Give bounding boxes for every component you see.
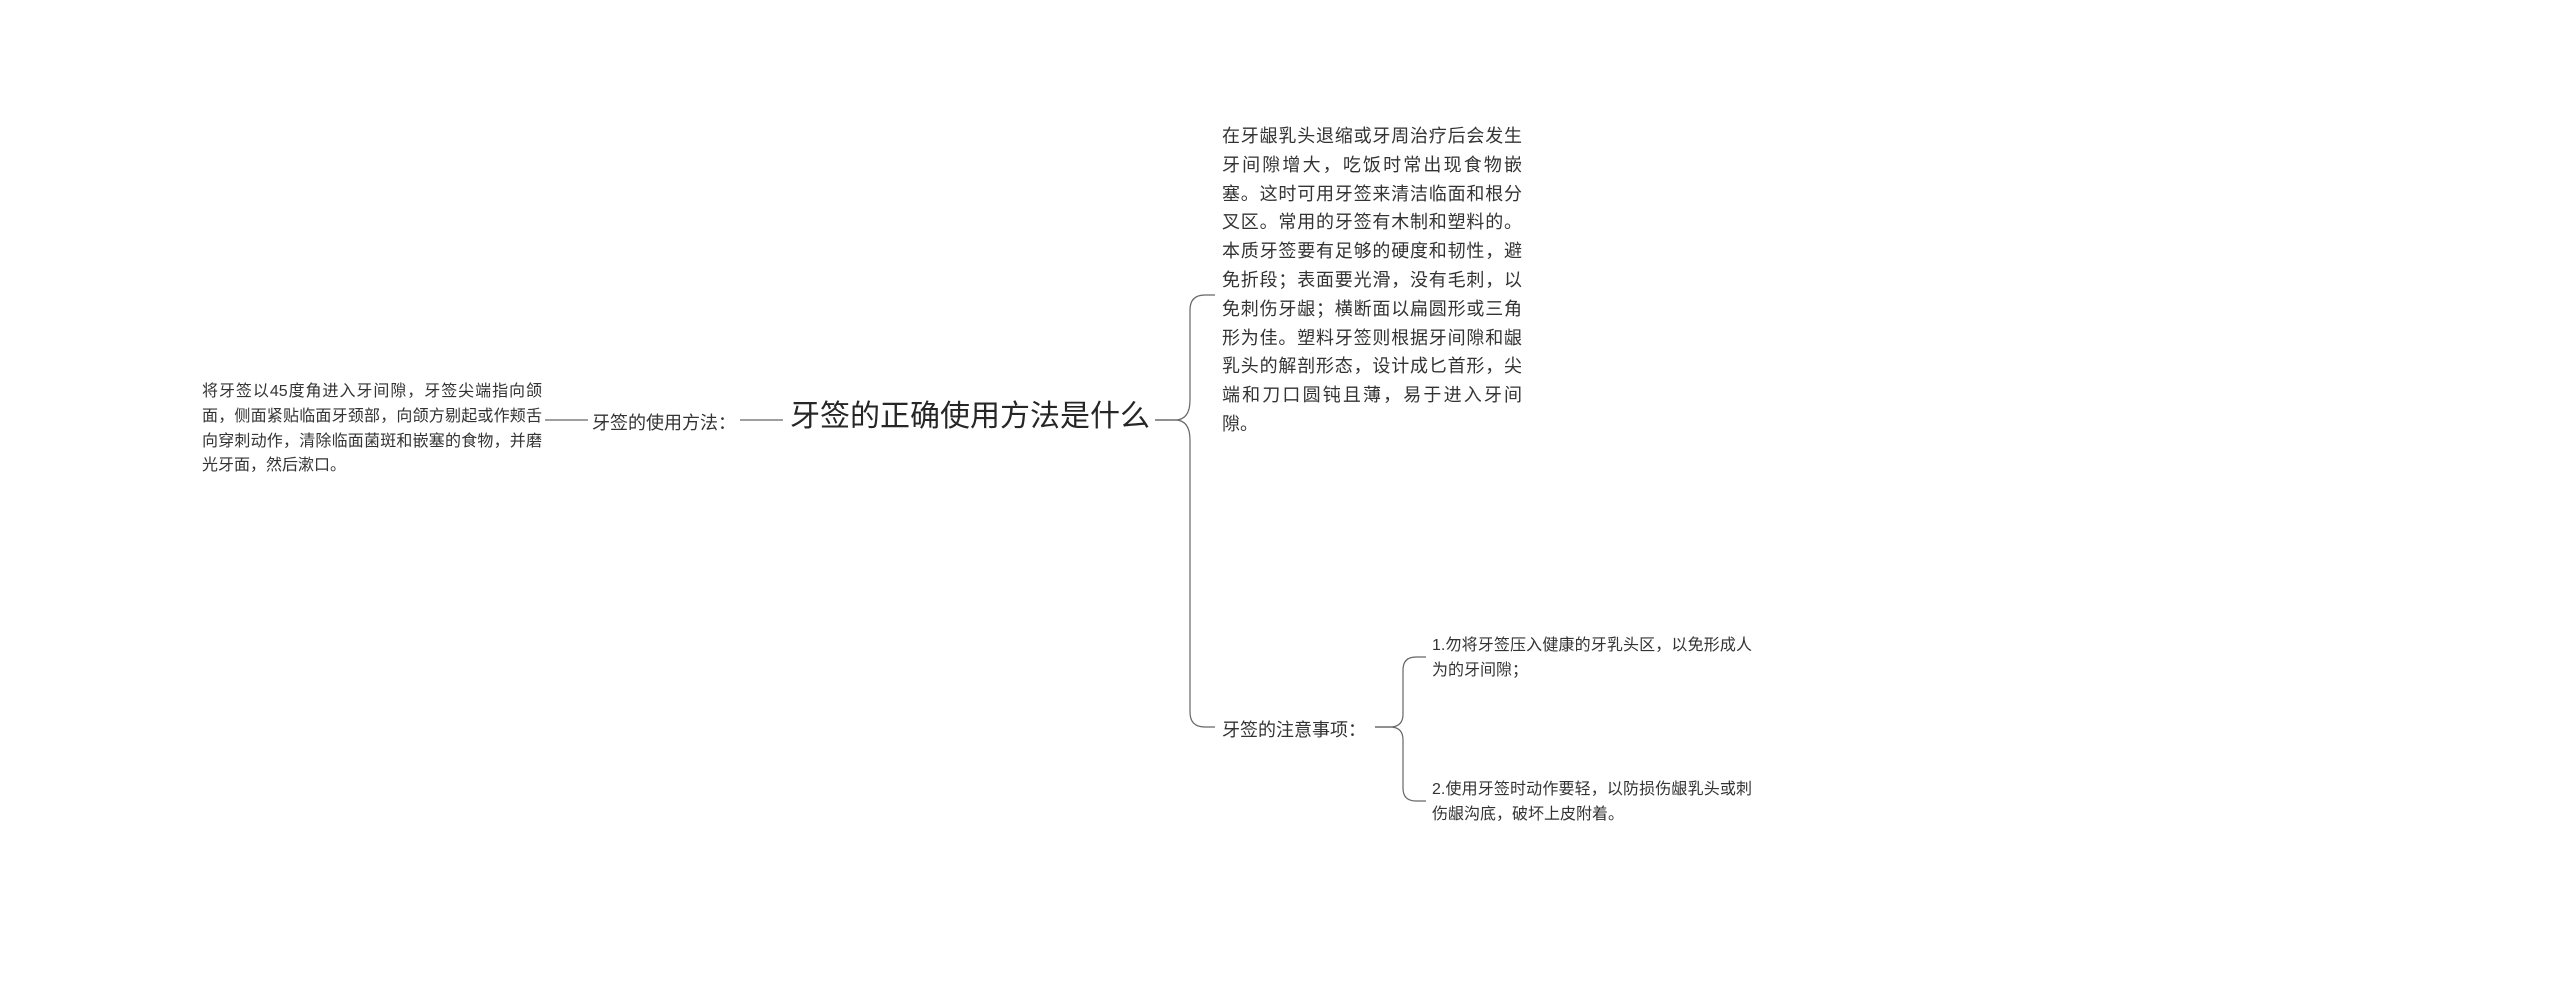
center-title: 牙签的正确使用方法是什么 <box>790 394 1150 439</box>
left-branch-label: 牙签的使用方法： <box>592 409 736 435</box>
caution-item-1: 1.勿将牙签压入健康的牙乳头区，以免形成人为的牙间隙； <box>1432 634 1752 684</box>
right-intro-paragraph: 在牙龈乳头退缩或牙周治疗后会发生牙间隙增大，吃饭时常出现食物嵌塞。这时可用牙签来… <box>1222 122 1522 439</box>
caution-item-2: 2.使用牙签时动作要轻，以防损伤龈乳头或刺伤龈沟底，破坏上皮附着。 <box>1432 778 1752 828</box>
left-branch-detail: 将牙签以45度角进入牙间隙，牙签尖端指向颌面，侧面紧贴临面牙颈部，向颌方剔起或作… <box>202 380 542 479</box>
cautions-label: 牙签的注意事项： <box>1222 716 1366 742</box>
